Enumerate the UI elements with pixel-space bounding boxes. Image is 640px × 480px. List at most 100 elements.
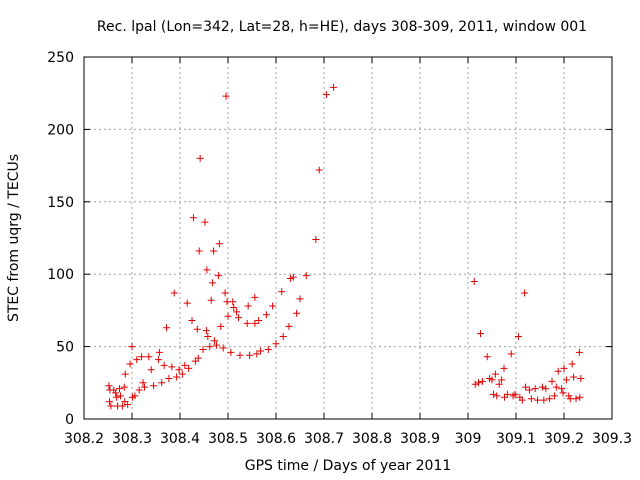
data-point xyxy=(185,364,193,372)
data-point xyxy=(577,374,585,382)
x-tick-label: 309.2 xyxy=(544,431,584,447)
data-point xyxy=(195,247,203,255)
data-point xyxy=(203,266,211,274)
chart-title: Rec. lpal (Lon=342, Lat=28, h=HE), days … xyxy=(97,19,587,35)
data-point xyxy=(568,360,576,368)
data-point xyxy=(269,302,277,310)
data-point xyxy=(470,277,478,285)
data-point xyxy=(227,348,235,356)
data-point xyxy=(498,376,506,384)
x-tick-label: 309 xyxy=(455,431,482,447)
data-point xyxy=(147,366,155,374)
data-point xyxy=(107,402,115,410)
data-point xyxy=(244,302,252,310)
axis-ticks xyxy=(83,56,613,420)
data-point xyxy=(202,327,210,335)
data-point xyxy=(289,273,297,281)
data-point xyxy=(118,402,126,410)
data-point xyxy=(207,296,215,304)
data-point xyxy=(243,319,251,327)
data-point xyxy=(483,353,491,361)
y-axis-label: STEC from uqrg / TECUs xyxy=(6,154,22,322)
data-point xyxy=(120,383,128,391)
data-point xyxy=(201,218,209,226)
data-point xyxy=(546,395,554,403)
data-point xyxy=(525,386,533,394)
data-point xyxy=(145,353,153,361)
data-point xyxy=(471,380,479,388)
data-point xyxy=(302,272,310,280)
data-point xyxy=(183,299,191,307)
data-point xyxy=(211,337,219,345)
data-point xyxy=(206,343,214,351)
data-point xyxy=(251,319,259,327)
data-point xyxy=(191,357,199,365)
data-point xyxy=(491,370,499,378)
y-tick-label: 250 xyxy=(47,50,74,66)
data-point xyxy=(158,379,166,387)
data-point xyxy=(550,392,558,400)
data-point xyxy=(181,361,189,369)
data-point xyxy=(514,332,522,340)
data-point xyxy=(170,289,178,297)
data-point xyxy=(500,393,508,401)
data-point xyxy=(193,325,201,333)
data-point xyxy=(188,317,196,325)
data-point xyxy=(552,383,560,391)
data-point xyxy=(160,361,168,369)
data-point xyxy=(511,390,519,398)
data-point xyxy=(286,275,294,283)
grid-lines xyxy=(84,57,612,419)
data-point xyxy=(105,382,113,390)
data-point xyxy=(133,356,141,364)
data-point xyxy=(194,354,202,362)
data-point xyxy=(521,289,529,297)
data-point xyxy=(155,348,163,356)
data-point xyxy=(279,332,287,340)
data-point xyxy=(150,382,158,390)
data-point xyxy=(173,373,181,381)
data-point xyxy=(576,393,584,401)
data-point xyxy=(538,383,546,391)
data-point xyxy=(476,330,484,338)
data-point xyxy=(116,392,124,400)
data-point xyxy=(135,386,143,394)
data-point xyxy=(105,398,113,406)
data-point xyxy=(507,350,515,358)
data-point xyxy=(138,353,146,361)
y-tick-label: 150 xyxy=(47,195,74,211)
x-tick-label: 309.1 xyxy=(496,431,536,447)
data-point xyxy=(222,92,230,100)
data-point xyxy=(175,366,183,374)
data-point xyxy=(562,376,570,384)
data-point xyxy=(495,380,503,388)
data-point xyxy=(560,364,568,372)
data-point xyxy=(140,383,148,391)
data-point xyxy=(168,363,176,371)
x-tick-label: 308.5 xyxy=(208,431,248,447)
x-tick-label: 309.3 xyxy=(592,431,632,447)
data-point xyxy=(217,322,225,330)
data-point xyxy=(518,396,526,404)
data-point xyxy=(500,364,508,372)
data-point xyxy=(296,295,304,303)
x-tick-label: 308.8 xyxy=(352,431,392,447)
data-point xyxy=(559,389,567,397)
data-point xyxy=(236,351,244,359)
data-point xyxy=(251,293,259,301)
x-axis-label: GPS time / Days of year 2011 xyxy=(245,458,452,474)
data-point xyxy=(224,312,232,320)
data-point xyxy=(116,385,124,393)
tick-labels: 308.2 308.3 308.4 308.5 308.6 308.7 308.8 308.9… xyxy=(47,50,632,447)
x-tick-label: 308.7 xyxy=(304,431,344,447)
data-point xyxy=(189,214,197,222)
y-tick-label: 0 xyxy=(65,412,74,428)
data-point xyxy=(221,289,229,297)
data-point xyxy=(219,344,227,352)
y-tick-label: 50 xyxy=(56,340,74,356)
data-point xyxy=(235,314,243,322)
data-point xyxy=(255,317,263,325)
data-point xyxy=(196,154,204,162)
data-point xyxy=(121,398,129,406)
